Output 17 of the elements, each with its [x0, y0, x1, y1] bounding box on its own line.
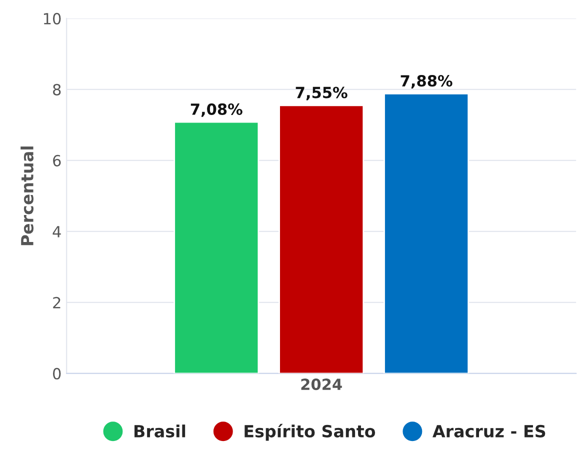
- y-tick-label: 4: [52, 226, 61, 238]
- bar: [278, 104, 364, 374]
- legend-label: Brasil: [134, 424, 186, 438]
- data-label: 7,08%: [190, 103, 242, 117]
- legend-label: Aracruz - ES: [432, 424, 546, 438]
- data-label: 7,88%: [400, 75, 452, 89]
- y-axis-title: Percentual: [20, 146, 34, 246]
- data-label: 7,55%: [296, 86, 348, 100]
- y-tick-label: 6: [53, 154, 61, 166]
- y-tick-label: 0: [53, 368, 61, 380]
- legend-label: Espírito Santo: [244, 424, 376, 441]
- y-tick-label: 2: [53, 296, 60, 308]
- bar: [384, 93, 470, 374]
- y-tick-label: 8: [53, 84, 61, 96]
- x-tick-label: 2024: [301, 378, 342, 390]
- bar: [174, 121, 260, 374]
- y-tick-label: 10: [44, 12, 61, 24]
